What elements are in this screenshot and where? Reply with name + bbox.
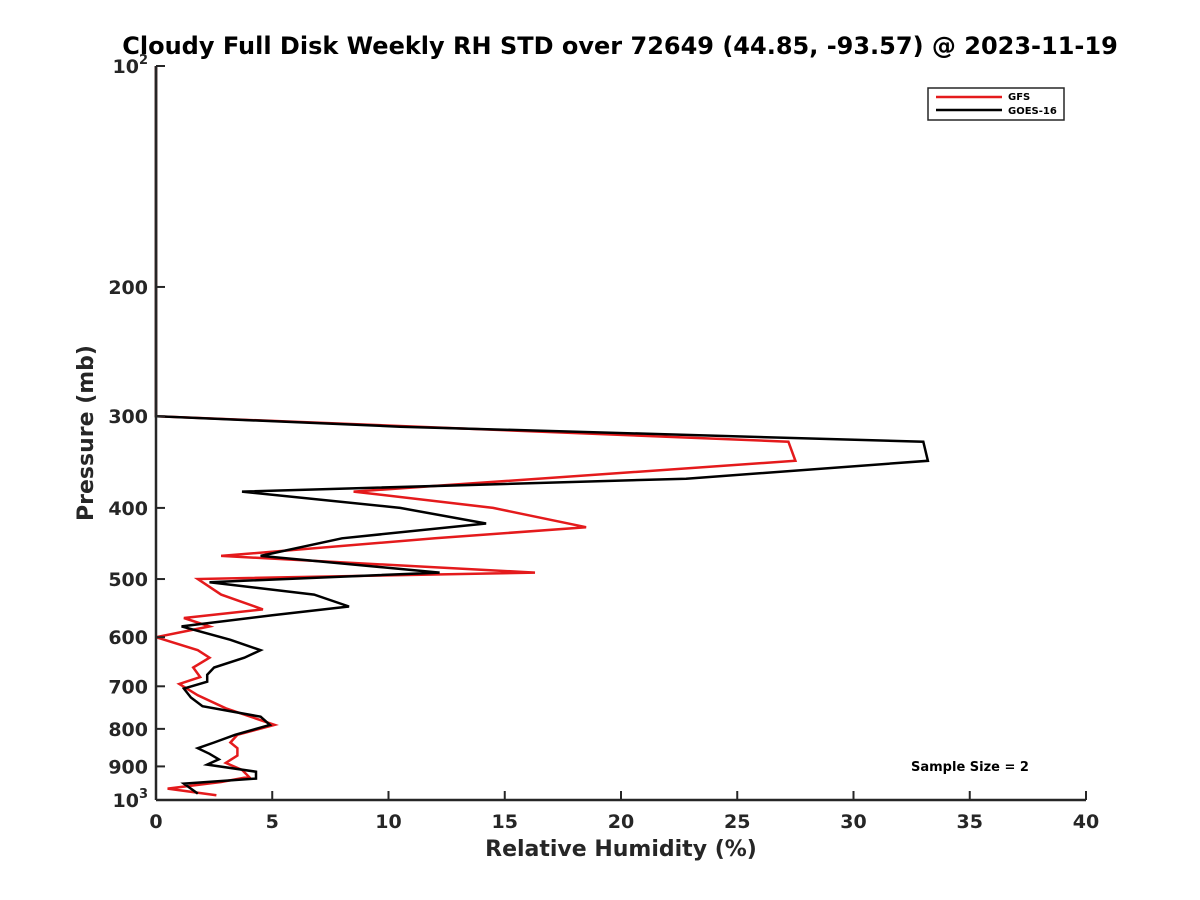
x-tick-label: 15 [492,811,518,833]
series-line-gfs [154,66,798,797]
x-tick-label: 0 [149,811,162,833]
x-tick-label: 10 [375,811,401,833]
y-tick-label: 102 [113,53,149,78]
y-tick-label: 200 [108,277,148,299]
x-tick-label: 35 [957,811,983,833]
y-tick-label: 900 [108,756,148,778]
series-line-goes16 [154,66,930,795]
plot-lines [154,66,930,797]
x-tick-label: 30 [840,811,866,833]
y-tick-label: 400 [108,498,148,520]
legend: GFS GOES-16 [927,87,1065,121]
x-tick-label: 20 [608,811,634,833]
y-tick-label: 600 [108,627,148,649]
sample-size-annotation: Sample Size = 2 [911,760,1029,775]
legend-label-goes16: GOES-16 [1008,106,1057,117]
y-tick-label: 300 [108,406,148,428]
x-tick-label: 25 [724,811,750,833]
y-tick-label: 700 [108,676,148,698]
x-tick-label: 5 [266,811,279,833]
x-tick-label: 40 [1073,811,1099,833]
chart-title: Cloudy Full Disk Weekly RH STD over 7264… [122,32,1118,60]
x-axis-label: Relative Humidity (%) [485,837,757,862]
y-axis-label: Pressure (mb) [74,345,99,521]
legend-box [927,87,1065,121]
legend-label-gfs: GFS [1008,92,1030,103]
y-tick-label: 500 [108,569,148,591]
y-ticks: 102 200 300 400 500 600 700 800 900 103 [108,53,165,812]
x-ticks: 0 5 10 15 20 25 30 35 40 [149,791,1099,833]
y-tick-label: 800 [108,719,148,741]
y-tick-label: 103 [113,787,149,812]
